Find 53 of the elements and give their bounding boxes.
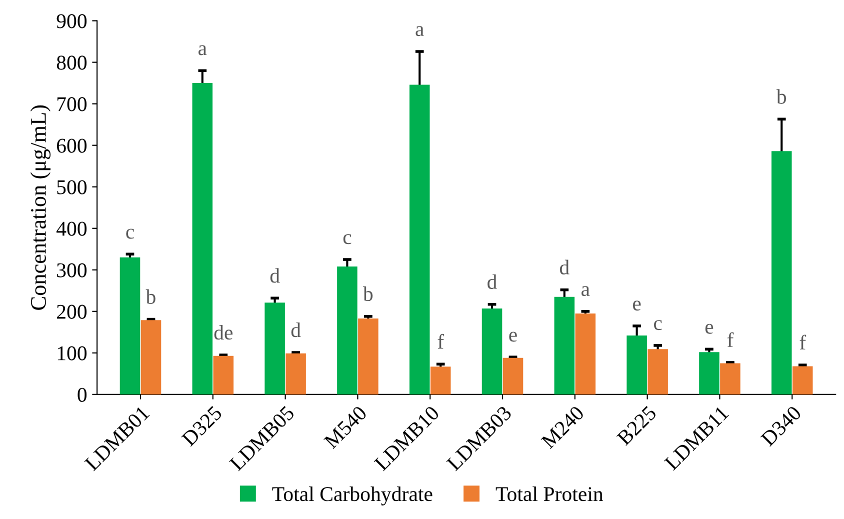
annotation: b <box>362 286 373 302</box>
bar <box>286 353 306 394</box>
bar <box>482 308 502 394</box>
annotation: e <box>633 300 641 311</box>
bar <box>358 318 378 394</box>
annotation: d <box>560 260 570 274</box>
annotation: d <box>291 322 301 338</box>
y-tick-label: 400 <box>56 222 87 236</box>
annotation: c <box>126 228 134 239</box>
annotation: e <box>509 332 517 342</box>
y-tick-label: 200 <box>57 304 87 319</box>
bar <box>264 302 285 394</box>
legend-label: Total Carbohydrate <box>272 486 432 506</box>
bar <box>409 84 430 394</box>
annotation: c <box>343 234 352 244</box>
annotation: c <box>654 320 662 330</box>
bar <box>626 335 647 394</box>
annotation: a <box>416 26 424 36</box>
bar <box>192 83 213 394</box>
annotation: de <box>214 324 233 340</box>
y-tick-label: 100 <box>58 346 87 360</box>
annotation: f <box>438 334 444 349</box>
bar <box>792 366 813 394</box>
bar <box>213 356 234 394</box>
legend-label: Total Protein <box>496 486 604 502</box>
y-tick-label: 800 <box>56 56 87 70</box>
bar <box>720 363 740 394</box>
bar <box>554 296 575 394</box>
y-tick-label: 900 <box>56 14 87 28</box>
bar <box>575 313 596 394</box>
annotation: a <box>198 45 207 56</box>
bar <box>502 358 524 394</box>
y-tick-label: 500 <box>57 180 87 194</box>
y-tick-label: 300 <box>57 263 87 278</box>
annotation: b <box>146 289 156 304</box>
bar <box>430 366 451 394</box>
bar <box>337 266 358 394</box>
y-tick-label: 700 <box>57 97 87 112</box>
bar <box>771 151 792 394</box>
annotation: b <box>776 89 786 104</box>
annotation: f <box>800 334 806 350</box>
bar <box>140 320 162 394</box>
y-axis-title: Concentration (μg/mL) <box>30 105 51 310</box>
bar <box>648 349 668 394</box>
annotation: d <box>488 274 497 289</box>
bar <box>699 352 720 394</box>
annotation: e <box>705 324 714 334</box>
y-tick-label: 0 <box>78 388 87 402</box>
bar <box>120 257 140 394</box>
annotation: d <box>270 268 280 283</box>
annotation: f <box>727 332 734 347</box>
annotation: a <box>582 286 590 296</box>
y-tick-label: 600 <box>56 138 87 153</box>
